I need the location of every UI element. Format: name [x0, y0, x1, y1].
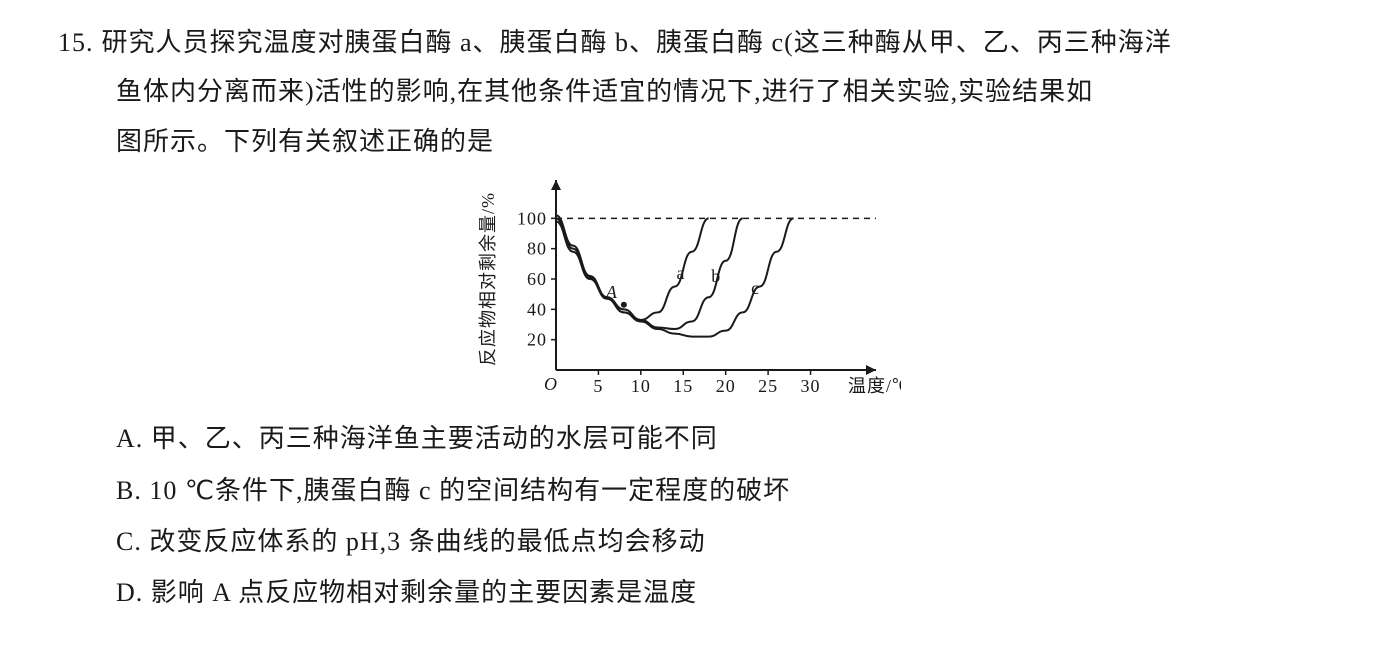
options-block: A. 甲、乙、丙三种海洋鱼主要活动的水层可能不同 B. 10 ℃条件下,胰蛋白酶…: [116, 414, 1304, 618]
svg-text:温度/℃: 温度/℃: [848, 376, 901, 396]
svg-text:80: 80: [527, 239, 547, 259]
option-d: D. 影响 A 点反应物相对剩余量的主要因素是温度: [116, 568, 1304, 617]
svg-text:O: O: [544, 374, 558, 394]
question-line-1: 15. 研究人员探究温度对胰蛋白酶 a、胰蛋白酶 b、胰蛋白酶 c(这三种酶从甲…: [58, 18, 1304, 67]
svg-text:100: 100: [517, 209, 547, 229]
svg-text:20: 20: [716, 376, 736, 396]
chart-container: 5 10 15 20 25 30 20 40 60 80 100 O 温度/℃ 反应物相对剩余量/% a b c…: [58, 174, 1304, 404]
question-text-1: 研究人员探究温度对胰蛋白酶 a、胰蛋白酶 b、胰蛋白酶 c(这三种酶从甲、乙、丙…: [102, 18, 1172, 67]
svg-text:15: 15: [673, 376, 693, 396]
svg-text:30: 30: [801, 376, 821, 396]
question-number: 15.: [58, 18, 94, 67]
question-block: 15. 研究人员探究温度对胰蛋白酶 a、胰蛋白酶 b、胰蛋白酶 c(这三种酶从甲…: [58, 18, 1304, 166]
svg-text:b: b: [711, 266, 721, 286]
option-d-text: 影响 A 点反应物相对剩余量的主要因素是温度: [151, 578, 697, 607]
svg-text:5: 5: [593, 376, 603, 396]
enzyme-activity-chart: 5 10 15 20 25 30 20 40 60 80 100 O 温度/℃ 反应物相对剩余量/% a b c…: [461, 174, 901, 404]
svg-text:60: 60: [527, 269, 547, 289]
option-c: C. 改变反应体系的 pH,3 条曲线的最低点均会移动: [116, 517, 1304, 566]
option-a-text: 甲、乙、丙三种海洋鱼主要活动的水层可能不同: [151, 424, 718, 453]
option-a: A. 甲、乙、丙三种海洋鱼主要活动的水层可能不同: [116, 414, 1304, 463]
svg-text:A: A: [605, 282, 618, 302]
option-b: B. 10 ℃条件下,胰蛋白酶 c 的空间结构有一定程度的破坏: [116, 466, 1304, 515]
option-c-text: 改变反应体系的 pH,3 条曲线的最低点均会移动: [149, 527, 705, 556]
svg-text:10: 10: [631, 376, 651, 396]
svg-text:a: a: [676, 263, 685, 283]
svg-text:20: 20: [527, 330, 547, 350]
question-text-2: 鱼体内分离而来)活性的影响,在其他条件适宜的情况下,进行了相关实验,实验结果如: [116, 67, 1304, 116]
option-b-text: 10 ℃条件下,胰蛋白酶 c 的空间结构有一定程度的破坏: [149, 476, 790, 505]
svg-text:反应物相对剩余量/%: 反应物相对剩余量/%: [478, 192, 498, 366]
svg-text:40: 40: [527, 300, 547, 320]
svg-text:c: c: [751, 278, 760, 298]
question-text-3: 图所示。下列有关叙述正确的是: [116, 117, 1304, 166]
svg-text:25: 25: [758, 376, 778, 396]
